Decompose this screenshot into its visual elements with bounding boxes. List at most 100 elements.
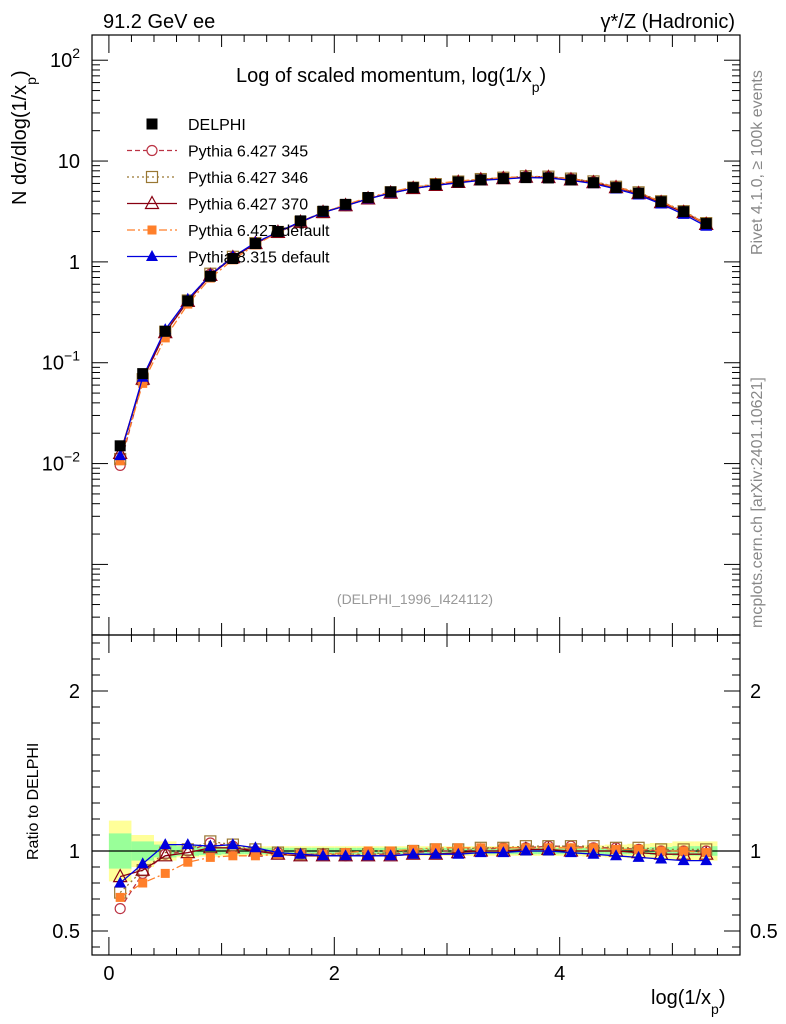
main-point-4	[160, 333, 170, 343]
ratio-point-5	[317, 849, 330, 861]
ratio-point-5	[632, 850, 645, 862]
main-line-2	[119, 175, 707, 460]
ratio-point-5	[677, 854, 690, 866]
ratio-point-5	[700, 854, 713, 866]
data-point	[204, 270, 216, 282]
legend-entry-2: Pythia 6.427 345	[127, 144, 308, 161]
legend-label: Pythia 6.427 346	[188, 170, 308, 187]
legend-label: Pythia 6.427 370	[188, 197, 308, 214]
legend-entry-1: DELPHI	[146, 117, 246, 134]
ratio-point-5	[407, 847, 420, 859]
data-point	[520, 172, 532, 184]
main-line-5	[119, 176, 707, 456]
data-point	[114, 440, 126, 452]
y-tick-label-ratio-right: 1	[750, 841, 761, 863]
data-point	[497, 173, 509, 185]
legend-entry-5: Pythia 6.427 default	[127, 223, 330, 240]
legend-entry-4: Pythia 6.427 370	[127, 195, 308, 214]
y-tick-label-main: 1	[69, 252, 80, 274]
data-point	[610, 182, 622, 194]
ratio-point-5	[294, 847, 307, 859]
ratio-point-4	[115, 892, 125, 902]
legend-entry-3: Pythia 6.427 346	[127, 170, 308, 187]
data-point	[227, 253, 239, 265]
data-point	[340, 198, 352, 210]
legend-marker	[147, 225, 157, 235]
ratio-point-5	[181, 838, 194, 850]
data-point	[272, 226, 284, 238]
ratio-point-4	[205, 852, 215, 862]
data-point	[362, 192, 374, 204]
ratio-point-5	[384, 849, 397, 861]
source-label: mcplots.cern.ch [arXiv:2401.10621]	[749, 377, 766, 628]
main-series-2	[114, 170, 713, 466]
x-tick-label: 2	[329, 963, 340, 985]
ratio-point-5	[226, 838, 239, 850]
ratio-point-4	[160, 868, 170, 878]
ratio-panel-frame	[91, 634, 741, 956]
data-point	[317, 205, 329, 217]
x-axis-label: log(1/xp)	[651, 987, 726, 1017]
main-point-4	[138, 378, 148, 388]
ratio-point-5	[655, 852, 668, 864]
data-point	[137, 368, 149, 380]
ratio-point-3	[428, 845, 444, 860]
x-tick-label: 0	[103, 963, 114, 985]
ratio-point-5	[452, 847, 465, 859]
ratio-point-5	[271, 846, 284, 858]
energy-label: 91.2 GeV ee	[103, 11, 215, 33]
ratio-point-5	[564, 846, 577, 858]
y-tick-label-ratio: 1	[69, 841, 80, 863]
ratio-point-5	[249, 841, 262, 853]
data-point	[678, 206, 690, 218]
data-point	[542, 172, 554, 184]
y-tick-label-main: 10−1	[42, 348, 80, 375]
data-point	[587, 177, 599, 189]
data-point	[655, 196, 667, 208]
ratio-point-5	[497, 846, 510, 858]
data-point	[294, 215, 306, 227]
chart-title: Log of scaled momentum, log(1/xp)	[236, 65, 546, 95]
data-point	[633, 187, 645, 199]
ratio-line-4	[119, 847, 707, 898]
data-point	[565, 174, 577, 186]
legend-marker	[146, 144, 158, 157]
ratio-point-5	[587, 847, 600, 859]
ratio-point-5	[362, 849, 375, 861]
legend-marker	[146, 250, 158, 261]
data-point	[385, 186, 397, 198]
data-point	[452, 176, 464, 188]
y-tick-label-main: 10−2	[42, 449, 80, 476]
legend-label: Pythia 6.427 345	[188, 144, 308, 161]
data-point	[182, 295, 194, 307]
y-tick-label-main: 102	[50, 45, 80, 72]
ratio-point-3	[135, 861, 151, 876]
ratio-point-5	[159, 838, 172, 850]
ratio-series-5	[114, 838, 713, 888]
y-tick-label-ratio: 0.5	[52, 921, 80, 943]
ratio-point-5	[339, 849, 352, 861]
main-point-5	[114, 449, 127, 461]
main-data-series	[114, 172, 712, 452]
main-line-3	[119, 176, 707, 454]
ratio-point-5	[114, 876, 127, 888]
ratio-point-1	[114, 902, 126, 915]
main-series-5	[114, 171, 713, 461]
ratio-point-4	[679, 846, 689, 856]
legend-marker	[144, 195, 160, 210]
analysis-watermark: (DELPHI_1996_I424112)	[337, 591, 493, 607]
ratio-point-3	[157, 847, 173, 862]
ratio-point-5	[474, 846, 487, 858]
ratio-point-5	[136, 857, 149, 869]
y-tick-label-ratio: 2	[69, 681, 80, 703]
ratio-point-5	[519, 844, 532, 856]
legend-label: DELPHI	[188, 117, 246, 134]
y-axis-label-main: N dσ/dlog(1/xp)	[9, 70, 39, 205]
data-point	[407, 182, 419, 194]
data-point	[159, 325, 171, 337]
ratio-point-4	[701, 848, 711, 858]
legend: DELPHI Pythia 6.427 345 Pythia 6.427 346 Py…	[127, 117, 330, 267]
main-point-4	[115, 456, 125, 466]
y-tick-label-main: 10	[58, 151, 80, 173]
y-tick-label-ratio-right: 0.5	[750, 921, 778, 943]
